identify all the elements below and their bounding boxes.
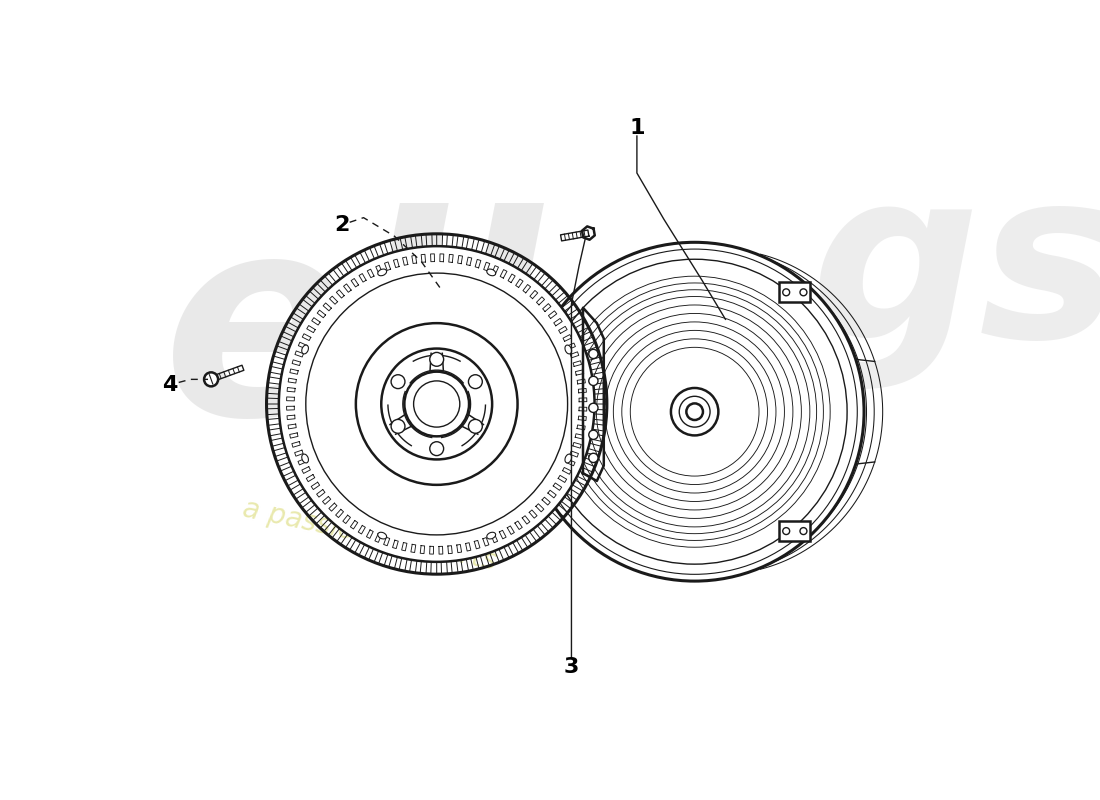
Circle shape [205, 372, 218, 386]
Text: 2: 2 [334, 215, 350, 235]
Circle shape [279, 246, 594, 562]
Circle shape [679, 396, 711, 427]
FancyBboxPatch shape [780, 521, 811, 541]
Circle shape [588, 430, 598, 439]
Text: 1: 1 [629, 118, 645, 138]
Ellipse shape [301, 454, 308, 463]
Circle shape [588, 403, 598, 413]
FancyBboxPatch shape [780, 282, 811, 302]
Ellipse shape [377, 532, 386, 539]
Text: 3: 3 [564, 658, 579, 678]
Circle shape [588, 454, 598, 462]
Ellipse shape [301, 345, 308, 354]
Circle shape [588, 376, 598, 386]
Ellipse shape [487, 269, 496, 276]
Ellipse shape [377, 269, 386, 276]
Circle shape [430, 442, 443, 455]
Circle shape [469, 374, 482, 389]
Circle shape [355, 323, 517, 485]
Circle shape [392, 419, 405, 434]
Circle shape [526, 242, 865, 581]
Circle shape [800, 289, 807, 296]
Ellipse shape [565, 345, 572, 354]
Circle shape [392, 374, 405, 389]
Circle shape [783, 528, 790, 534]
Text: ell: ell [163, 203, 542, 474]
Polygon shape [582, 226, 595, 240]
Text: a passion for parts: a passion for parts [241, 494, 499, 575]
Circle shape [414, 381, 460, 427]
Circle shape [686, 403, 703, 420]
Circle shape [783, 289, 790, 296]
Circle shape [671, 388, 718, 435]
Ellipse shape [487, 532, 496, 539]
Circle shape [430, 353, 443, 366]
Circle shape [405, 372, 469, 436]
Circle shape [588, 350, 598, 358]
Circle shape [800, 528, 807, 534]
Ellipse shape [565, 454, 572, 463]
Circle shape [382, 349, 492, 459]
Text: gs: gs [810, 161, 1100, 389]
Text: 4: 4 [162, 374, 177, 394]
Circle shape [469, 419, 482, 434]
